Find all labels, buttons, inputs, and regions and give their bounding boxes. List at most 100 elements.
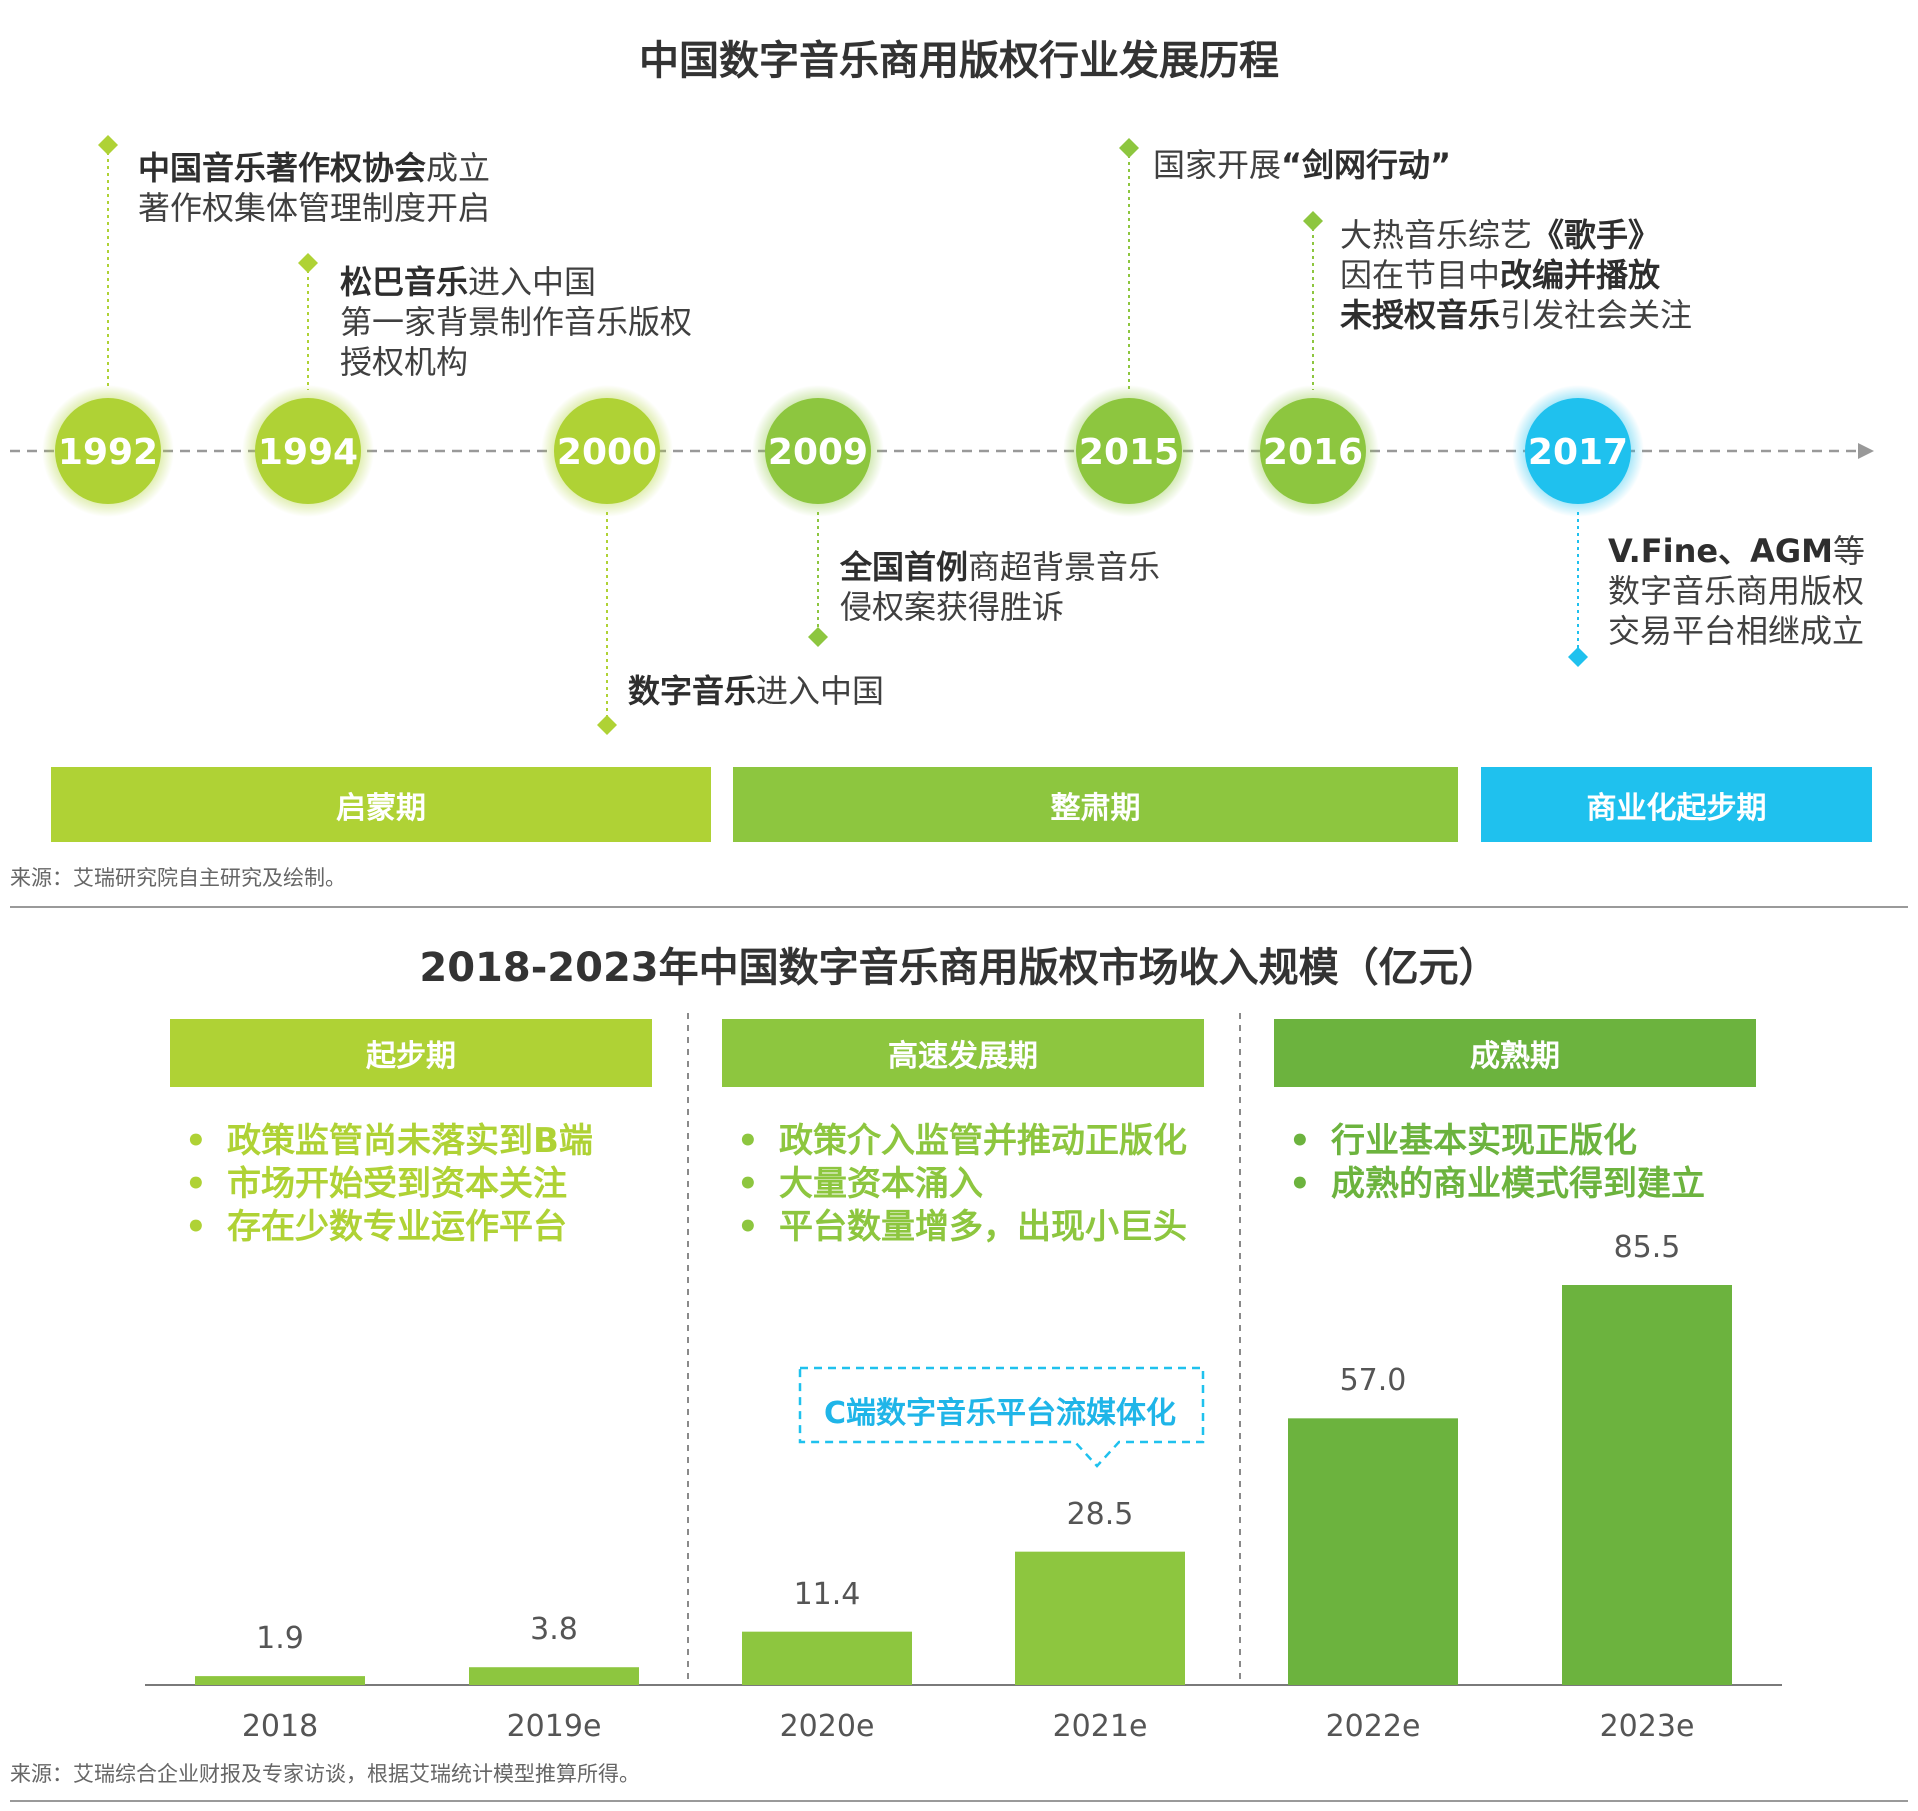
year-label-1994: 1994: [258, 432, 358, 473]
event-text-1992: 中国音乐著作权协会成立 著作权集体管理制度开启: [138, 148, 490, 228]
timeline-phase-2: 整肃期: [733, 767, 1458, 842]
bullet-item: • 平台数量增多，出现小巨头: [737, 1206, 1187, 1249]
year-circle-1992: [55, 398, 161, 504]
chart-source: 来源：艾瑞综合企业财报及专家访谈，根据艾瑞统计模型推算所得。: [10, 1762, 640, 1786]
event-text-2000: 数字音乐进入中国: [628, 671, 884, 711]
x-tick-label: 2019e: [506, 1709, 602, 1744]
event-line: 中国音乐著作权协会成立: [138, 148, 490, 188]
event-line: 数字音乐商用版权: [1608, 571, 1865, 611]
event-text-2015: 国家开展“剑网行动”: [1153, 145, 1451, 185]
event-text-2017: V.Fine、AGM等 数字音乐商用版权 交易平台相继成立: [1608, 531, 1865, 651]
bullet-dot-icon: •: [737, 1121, 759, 1161]
bar-2019e: [469, 1667, 639, 1685]
year-circle-2015: [1076, 398, 1182, 504]
timeline-arrow-icon: [1858, 443, 1874, 459]
event-text-2009: 全国首例商超背景音乐 侵权案获得胜诉: [840, 547, 1160, 627]
chart-phase-bullets-3: • 行业基本实现正版化 • 成熟的商业模式得到建立: [1289, 1120, 1705, 1206]
chart-phase-bullets-1: • 政策监管尚未落实到B端 • 市场开始受到资本关注 • 存在少数专业运作平台: [185, 1120, 593, 1249]
year-circle-1994: [255, 398, 361, 504]
event-highlight: 松巴音乐: [340, 263, 469, 301]
timeline-title: 中国数字音乐商用版权行业发展历程: [639, 38, 1279, 84]
timeline-phase-1: 启蒙期: [51, 767, 711, 842]
event-segment: 著作权集体管理制度开启: [138, 189, 491, 227]
event-highlight: 中国音乐著作权协会: [138, 149, 427, 187]
bullet-dot-icon: •: [737, 1164, 759, 1204]
bar-value-label: 11.4: [793, 1576, 861, 1612]
diamond-marker-icon: [298, 253, 318, 273]
bullet-item: • 政策介入监管并推动正版化: [737, 1120, 1187, 1163]
diamond-marker-icon: [1568, 647, 1588, 667]
bar-value-label: 1.9: [256, 1621, 304, 1657]
event-segment: 等: [1833, 532, 1866, 570]
bullet-text: 成熟的商业模式得到建立: [1331, 1164, 1705, 1204]
event-line: 第一家背景制作音乐版权: [340, 302, 692, 342]
x-tick-label: 2022e: [1325, 1709, 1421, 1744]
callout-annotation: C端数字音乐平台流媒体化: [823, 1396, 1177, 1431]
event-segment: 大热音乐综艺: [1340, 216, 1533, 254]
bullet-dot-icon: •: [185, 1164, 207, 1204]
diamond-marker-icon: [808, 627, 828, 647]
bar-2018: [195, 1676, 365, 1685]
event-highlight: 《歌手》: [1532, 216, 1661, 254]
bullet-text: 政策介入监管并推动正版化: [779, 1121, 1187, 1161]
section-divider: [10, 906, 1908, 908]
event-highlight: V.Fine、AGM: [1608, 532, 1833, 570]
year-label-1992: 1992: [58, 432, 158, 473]
event-segment: 成立: [426, 149, 491, 187]
bar-2021e: [1015, 1551, 1185, 1685]
bottom-divider: [10, 1800, 1908, 1802]
bullet-item: • 行业基本实现正版化: [1289, 1120, 1705, 1163]
bullet-text: 市场开始受到资本关注: [227, 1164, 567, 1204]
bar-2022e: [1288, 1418, 1458, 1685]
bullet-item: • 大量资本涌入: [737, 1163, 1187, 1206]
chart-phase-bullets-2: • 政策介入监管并推动正版化 • 大量资本涌入 • 平台数量增多，出现小巨头: [737, 1120, 1187, 1249]
event-highlight: “剑网行动”: [1281, 146, 1452, 184]
bar-2020e: [742, 1631, 912, 1685]
event-segment: 数字音乐商用版权: [1608, 572, 1865, 610]
event-segment: 国家开展: [1153, 146, 1282, 184]
event-segment: 侵权案获得胜诉: [840, 588, 1065, 626]
bullet-text: 存在少数专业运作平台: [227, 1207, 567, 1247]
event-line: 未授权音乐引发社会关注: [1340, 295, 1692, 335]
event-line: 全国首例商超背景音乐: [840, 547, 1160, 587]
chart-title: 2018-2023年中国数字音乐商用版权市场收入规模（亿元）: [419, 945, 1499, 991]
year-circle-2009: [765, 398, 871, 504]
timeline-source: 来源：艾瑞研究院自主研究及绘制。: [10, 866, 346, 890]
diamond-marker-icon: [1119, 138, 1139, 158]
bullet-dot-icon: •: [1289, 1121, 1311, 1161]
callout-box: [798, 1366, 1205, 1468]
timeline-phase-3: 商业化起步期: [1481, 767, 1872, 842]
bullet-text: 政策监管尚未落实到B端: [227, 1121, 593, 1161]
event-line: 因在节目中改编并播放: [1340, 255, 1692, 295]
event-line: 国家开展“剑网行动”: [1153, 145, 1451, 185]
bullet-dot-icon: •: [737, 1207, 759, 1247]
event-text-1994: 松巴音乐进入中国 第一家背景制作音乐版权 授权机构: [340, 262, 692, 382]
event-line: 松巴音乐进入中国: [340, 262, 692, 302]
bullet-item: • 市场开始受到资本关注: [185, 1163, 593, 1206]
x-tick-label: 2021e: [1052, 1709, 1148, 1744]
diamond-marker-icon: [98, 135, 118, 155]
event-highlight: 未授权音乐: [1340, 296, 1501, 334]
year-circle-2000: [554, 398, 660, 504]
diamond-marker-icon: [597, 715, 617, 735]
x-tick-label: 2018: [241, 1709, 319, 1744]
chart-phase-header-3: 成熟期: [1274, 1019, 1756, 1087]
bar-2023e: [1562, 1285, 1732, 1685]
diamond-marker-icon: [1303, 211, 1323, 231]
chart-phase-header-2: 高速发展期: [722, 1019, 1204, 1087]
bar-value-label: 85.5: [1613, 1230, 1681, 1265]
bar-value-label: 28.5: [1066, 1496, 1134, 1532]
bullet-text: 平台数量增多，出现小巨头: [779, 1207, 1187, 1247]
year-label-2009: 2009: [768, 432, 868, 473]
event-line: 数字音乐进入中国: [628, 671, 884, 711]
year-label-2016: 2016: [1263, 432, 1363, 473]
bullet-text: 行业基本实现正版化: [1331, 1121, 1637, 1161]
event-segment: 进入中国: [468, 263, 597, 301]
event-line: V.Fine、AGM等: [1608, 531, 1865, 571]
event-highlight: 全国首例: [840, 548, 969, 586]
bullet-item: • 政策监管尚未落实到B端: [185, 1120, 593, 1163]
event-segment: 交易平台相继成立: [1608, 612, 1865, 650]
event-segment: 因在节目中: [1340, 256, 1501, 294]
